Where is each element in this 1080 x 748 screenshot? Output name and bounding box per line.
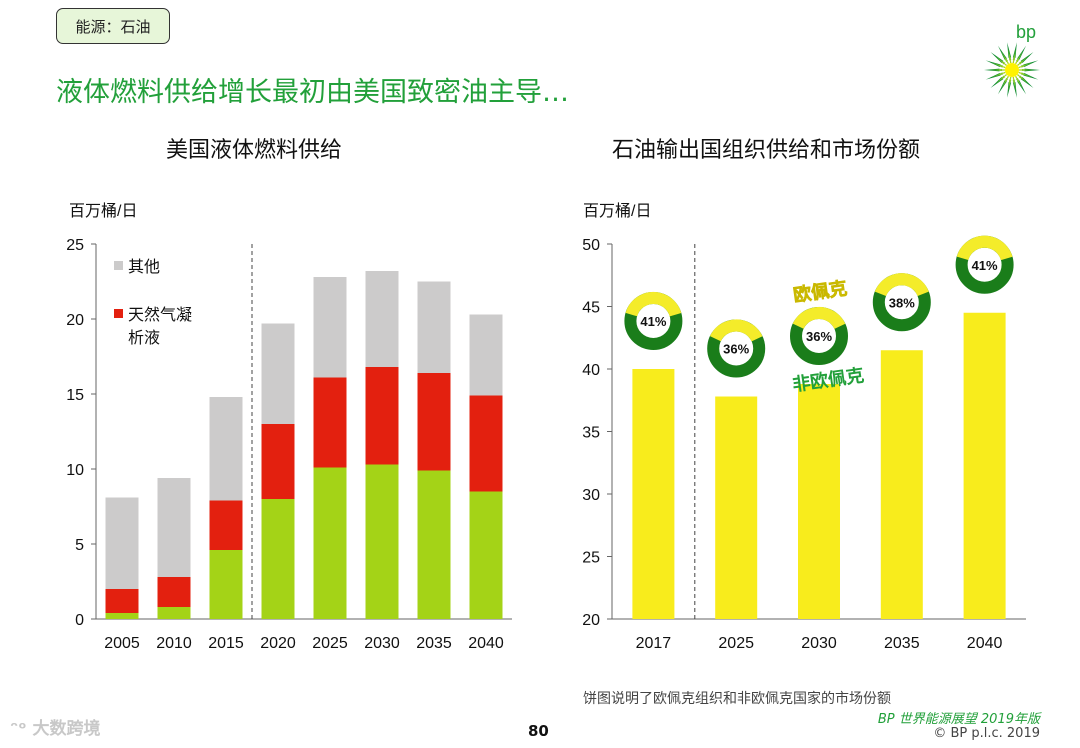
donut-label: 41%	[972, 258, 998, 273]
y-tick-label: 45	[582, 300, 600, 317]
copyright: © BP p.l.c. 2019	[933, 726, 1040, 741]
y-tick-label: 15	[66, 387, 84, 404]
bar-segment	[209, 500, 243, 550]
x-tick-label: 2015	[208, 635, 244, 652]
x-tick-label: 2035	[884, 635, 920, 652]
right-chart-title: 石油输出国组织供给和市场份额	[612, 138, 921, 163]
x-tick-label: 2010	[156, 635, 192, 652]
section-tag: 能源：石油	[56, 8, 170, 44]
y-tick-label: 30	[582, 487, 600, 504]
donut-hole	[719, 332, 753, 365]
y-tick-label: 20	[66, 312, 84, 329]
donut-label: 36%	[806, 329, 832, 344]
bar-segment	[157, 478, 191, 577]
bar-segment	[209, 397, 243, 501]
y-tick-label: 5	[75, 537, 84, 554]
bar-segment	[365, 464, 399, 619]
y-axis-label: 百万桶/日	[583, 202, 651, 220]
bar-segment	[313, 277, 347, 378]
donut-opec-arc	[955, 235, 1014, 294]
bar-segment	[261, 499, 295, 619]
annotation-opec: 欧佩克	[792, 277, 848, 305]
donut-label: 36%	[723, 342, 749, 357]
legend-label-ngl-line1: 天然气凝	[128, 306, 192, 324]
chart-footnote: 饼图说明了欧佩克组织和非欧佩克国家的市场份额	[583, 691, 891, 707]
y-tick-label: 0	[75, 612, 84, 629]
bar-segment	[417, 373, 451, 471]
watermark-icon: ᵔᵒ	[10, 719, 27, 739]
x-tick-label: 2005	[104, 635, 140, 652]
y-tick-label: 50	[582, 237, 600, 254]
bar-segment	[105, 497, 139, 589]
bar-segment	[157, 607, 191, 619]
x-tick-label: 2030	[801, 635, 837, 652]
left-chart-title: 美国液体燃料供给	[166, 138, 343, 163]
bp-logo: bp	[984, 22, 1040, 98]
bar-segment	[417, 281, 451, 373]
x-tick-label: 2025	[718, 635, 754, 652]
bar-segment	[261, 323, 295, 424]
donut-hole	[636, 304, 670, 338]
bar-segment	[313, 377, 347, 468]
bar-segment	[365, 271, 399, 367]
bar-segment	[105, 613, 139, 619]
y-tick-label: 25	[66, 237, 84, 254]
bar	[715, 396, 758, 619]
donut-hole	[802, 319, 836, 353]
y-tick-label: 35	[582, 425, 600, 442]
x-tick-label: 2017	[636, 635, 672, 652]
helios-icon	[984, 42, 1040, 98]
bar-segment	[469, 491, 503, 619]
x-tick-label: 2035	[416, 635, 452, 652]
x-tick-label: 2020	[260, 635, 296, 652]
page-number: 80	[528, 722, 549, 740]
x-tick-label: 2030	[364, 635, 400, 652]
bar-segment	[469, 395, 503, 492]
legend-swatch-other	[114, 261, 123, 270]
y-tick-label: 20	[582, 612, 600, 629]
page-title: 液体燃料供给增长最初由美国致密油主导…	[56, 77, 569, 108]
bar-segment	[469, 314, 503, 396]
bar	[880, 350, 923, 619]
donut-opec-arc	[624, 292, 683, 350]
bar-segment	[209, 550, 243, 619]
bar	[632, 369, 675, 619]
bar-segment	[365, 367, 399, 465]
y-tick-label: 25	[582, 550, 600, 567]
bar-segment	[157, 577, 191, 607]
legend-swatch-ngl	[114, 309, 123, 318]
legend-label-other: 其他	[128, 258, 160, 276]
bar-segment	[417, 470, 451, 619]
donut-label: 38%	[889, 295, 915, 310]
legend-label-ngl-line2: 析液	[128, 329, 160, 347]
donut-label: 41%	[640, 314, 666, 329]
watermark: ᵔᵒ 大数跨境	[10, 714, 101, 739]
x-tick-label: 2040	[468, 635, 504, 652]
bar-segment	[105, 589, 139, 613]
watermark-text: 大数跨境	[32, 719, 101, 739]
bar	[963, 312, 1006, 619]
bp-logo-text: bp	[1016, 22, 1036, 42]
donut-hole	[968, 248, 1002, 282]
bar-segment	[313, 467, 347, 619]
source-credit: BP 世界能源展望 2019年版	[877, 712, 1040, 727]
bar-segment	[261, 424, 295, 499]
x-tick-label: 2025	[312, 635, 348, 652]
x-tick-label: 2040	[967, 635, 1003, 652]
donut-hole	[885, 285, 919, 319]
y-tick-label: 40	[582, 362, 600, 379]
y-axis-label: 百万桶/日	[69, 202, 137, 220]
y-tick-label: 10	[66, 462, 84, 479]
bar	[798, 384, 840, 619]
